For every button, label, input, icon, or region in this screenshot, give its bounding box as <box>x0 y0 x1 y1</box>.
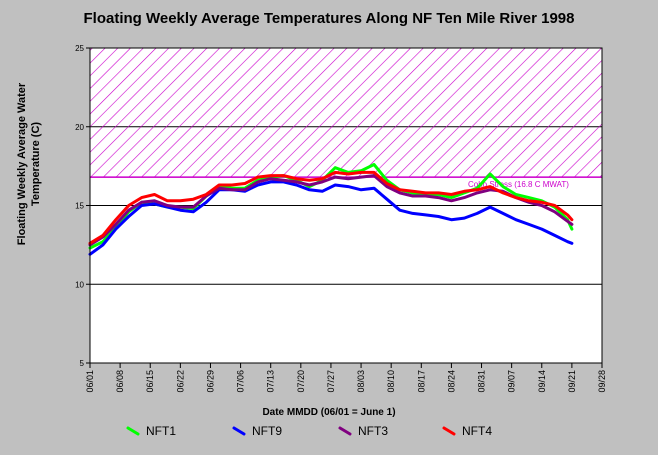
y-tick-label-4: 25 <box>75 44 84 53</box>
legend-item-nft9: NFT9 <box>232 424 282 438</box>
x-tick-label-7: 07/20 <box>296 370 306 393</box>
x-tick-label-12: 08/24 <box>446 370 456 393</box>
x-tick-label-3: 06/22 <box>175 370 185 393</box>
legend-swatch-nft3 <box>338 426 352 436</box>
x-tick-label-17: 09/28 <box>597 370 607 393</box>
legend-label-nft1: NFT1 <box>146 424 176 438</box>
x-tick-label-11: 08/17 <box>416 370 426 393</box>
legend-item-nft4: NFT4 <box>442 424 492 438</box>
x-tick-label-8: 07/27 <box>326 370 336 393</box>
legend-label-nft4: NFT4 <box>462 424 492 438</box>
coho-stress-label: Coho Stress (16.8 C MWAT) <box>468 180 569 189</box>
series-line-nft4 <box>88 170 574 245</box>
legend-swatch-nft1 <box>126 426 140 436</box>
x-tick-label-5: 07/06 <box>236 370 246 393</box>
legend-swatch-nft9 <box>232 426 246 436</box>
legend: NFT1 NFT9 NFT3 NFT4 <box>0 424 658 444</box>
x-tick-label-13: 08/31 <box>477 370 487 393</box>
chart-title: Floating Weekly Average Temperatures Alo… <box>83 10 575 27</box>
legend-item-nft3: NFT3 <box>338 424 388 438</box>
x-tick-label-0: 06/01 <box>85 370 95 393</box>
y-tick-label-3: 20 <box>75 123 84 132</box>
x-tick-label-16: 09/21 <box>567 370 577 393</box>
y-tick-label-2: 15 <box>75 202 84 211</box>
x-tick-label-15: 09/14 <box>537 370 547 393</box>
x-tick-label-6: 07/13 <box>266 370 276 393</box>
y-tick-label-0: 5 <box>80 359 85 368</box>
x-tick-label-2: 06/15 <box>145 370 155 393</box>
x-tick-label-14: 09/07 <box>507 370 517 393</box>
x-tick-label-1: 06/08 <box>115 370 125 393</box>
series-line-nft9 <box>88 180 574 256</box>
x-tick-label-10: 08/10 <box>386 370 396 393</box>
legend-label-nft9: NFT9 <box>252 424 282 438</box>
x-tick-label-9: 08/03 <box>356 370 366 393</box>
legend-swatch-nft4 <box>442 426 456 436</box>
x-axis-label: Date MMDD (06/01 = June 1) <box>262 407 396 418</box>
legend-item-nft1: NFT1 <box>126 424 176 438</box>
x-tick-label-4: 06/29 <box>205 370 215 393</box>
coho-stress-band <box>89 47 603 178</box>
y-tick-label-1: 10 <box>75 280 84 289</box>
legend-label-nft3: NFT3 <box>358 424 388 438</box>
